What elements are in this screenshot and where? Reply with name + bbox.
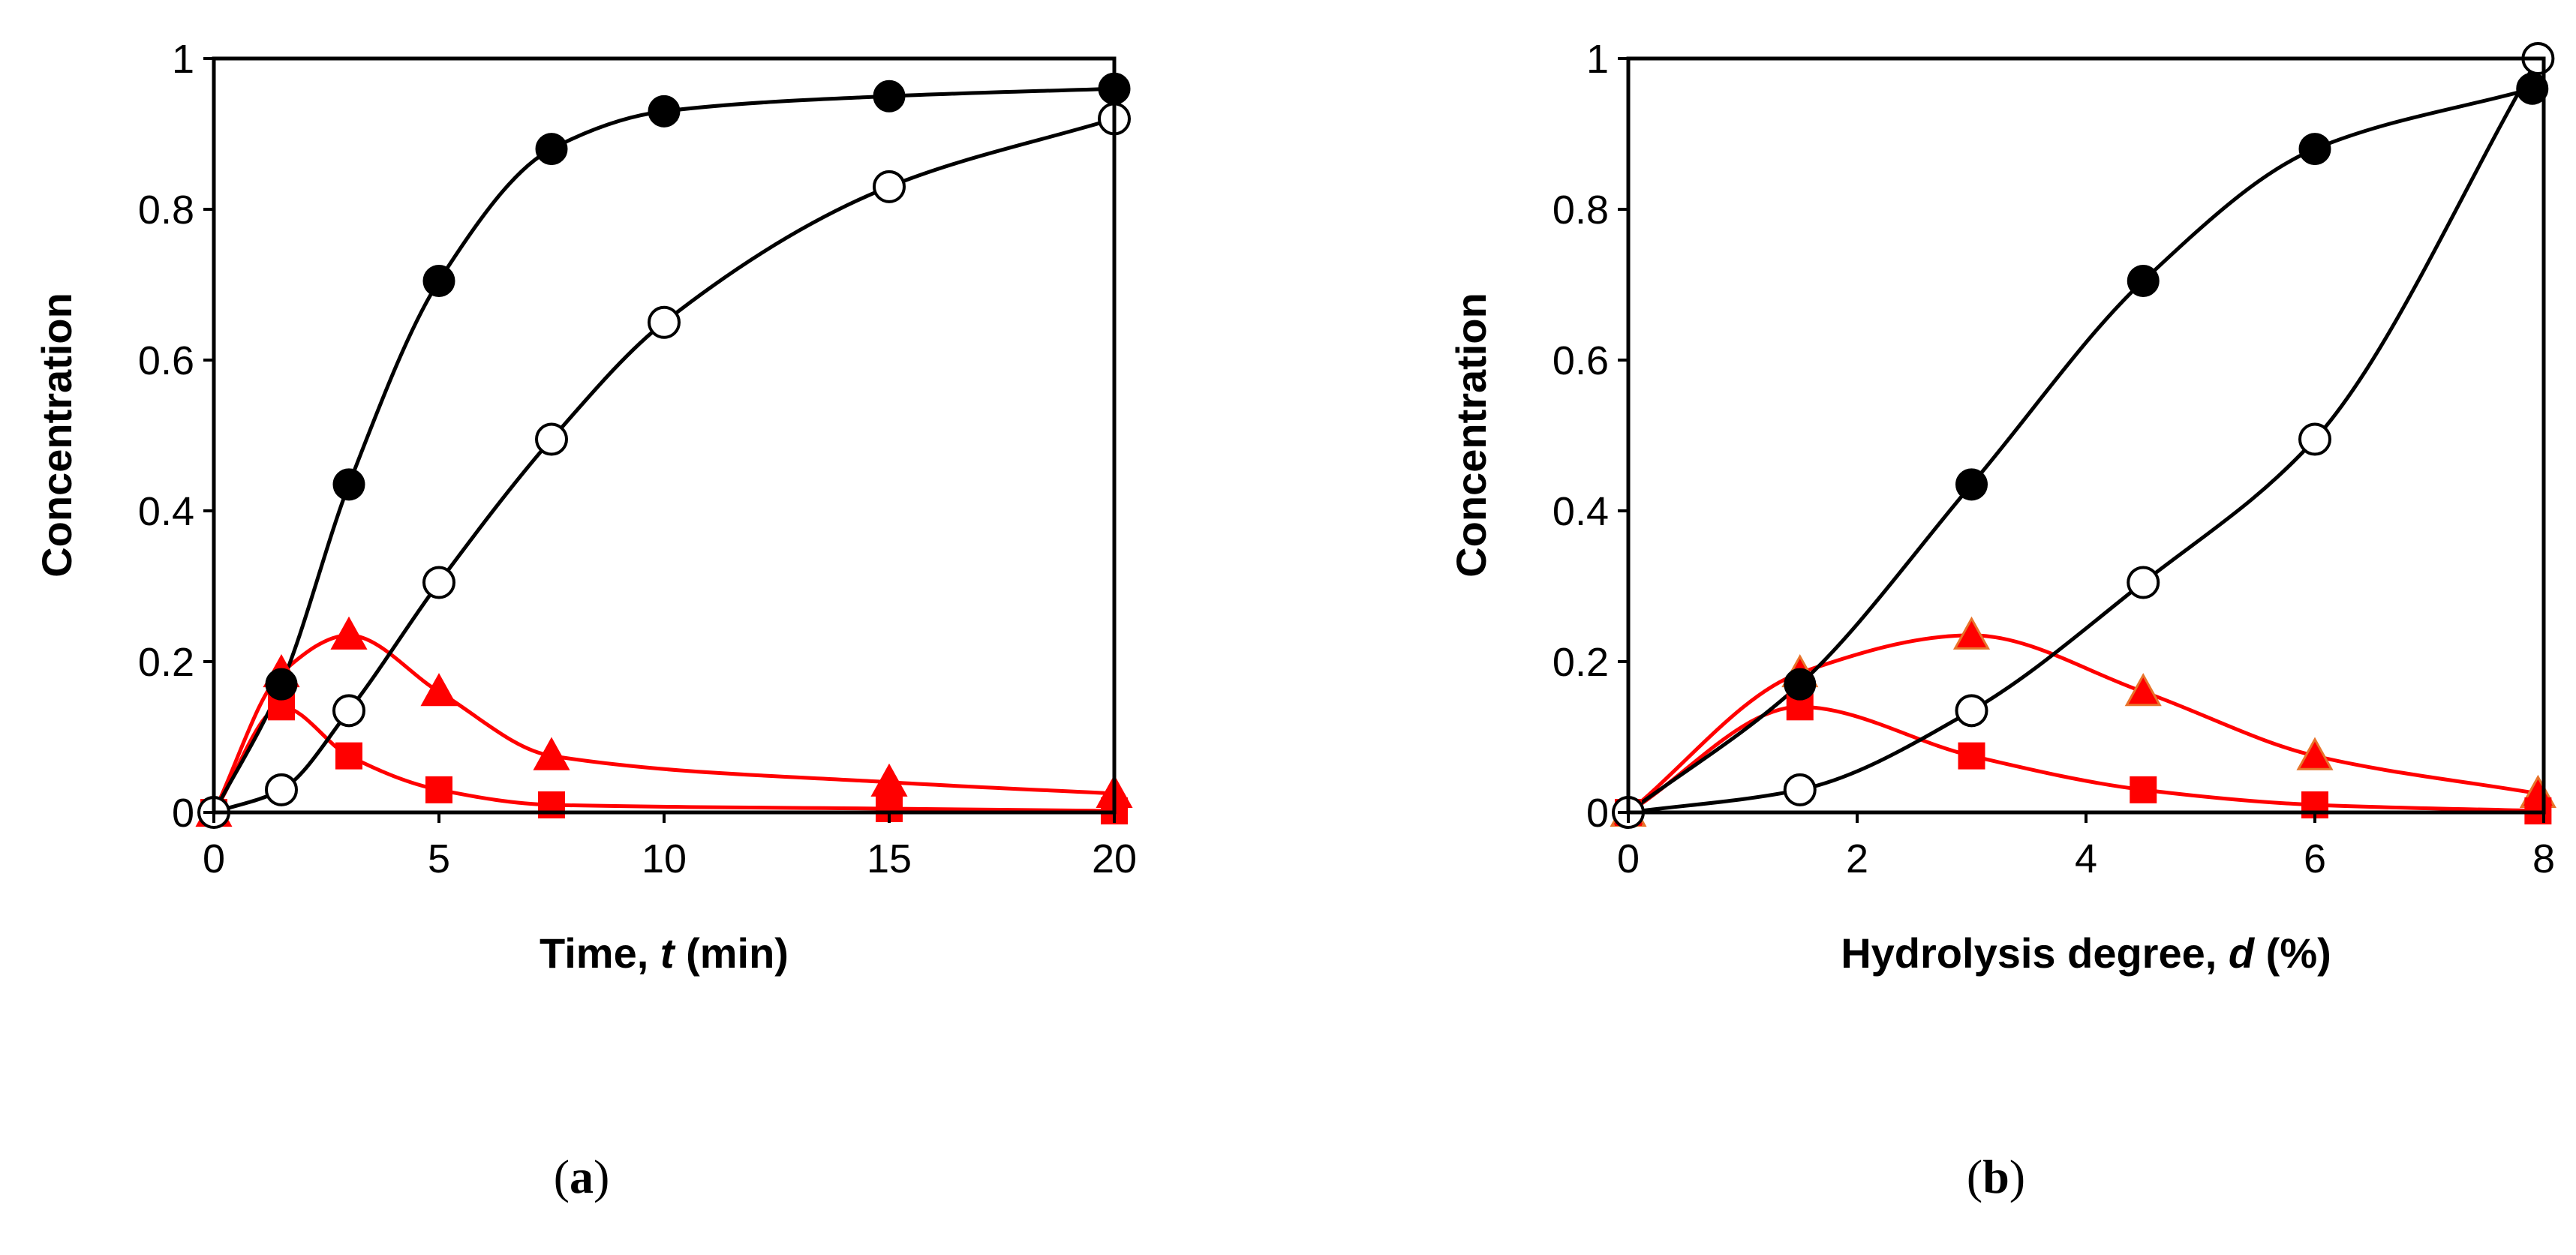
y-tick-label-a: 0 (172, 791, 194, 836)
data-point-filled-circles-a (648, 95, 681, 128)
data-point-open-circles-a (873, 170, 906, 203)
y-tick-label-b: 0.8 (1553, 188, 1609, 233)
data-point-filled-circles-b (1955, 468, 1988, 501)
data-point-filled-circles-a (422, 264, 455, 297)
panel-label-a: (a) (554, 1150, 610, 1203)
data-point-squares-a (538, 791, 565, 818)
y-tick-label-a: 0.2 (138, 640, 194, 685)
plot-frame-b (1626, 56, 2546, 815)
data-point-squares-b (2130, 776, 2157, 803)
x-tick-label-b: 4 (2075, 836, 2097, 881)
data-point-triangles-a (533, 737, 570, 770)
data-point-triangles-a (420, 673, 458, 707)
data-point-filled-circles-b (1784, 668, 1817, 701)
data-point-squares-b (1958, 742, 1985, 770)
y-tick-label-a: 1 (172, 37, 194, 82)
x-axis-title-a-var: t (660, 929, 676, 977)
chart-panel-a: 0 5 10 15 20 0 0.2 0.4 0.6 0.8 1 Concentration Tim… (33, 37, 1137, 1203)
y-tick-label-b: 0.6 (1553, 338, 1609, 383)
data-point-filled-circles-a (265, 668, 298, 701)
data-point-squares-a (335, 742, 362, 770)
data-point-open-circles-b (2298, 422, 2331, 456)
series-line-open-circles-b (1628, 57, 2540, 815)
x-axis-title-a-suffix: (min) (675, 929, 789, 977)
data-point-filled-circles-b (2298, 133, 2331, 166)
y-tick-label-b: 1 (1586, 37, 1609, 82)
x-axis-title-b-prefix: Hydrolysis degree, (1841, 929, 2229, 977)
data-point-open-circles-b (2127, 566, 2160, 599)
y-axis-title-b: Concentration (1447, 293, 1495, 578)
data-point-triangles-b (1952, 616, 1991, 650)
series-line-filled-circles-b (1627, 86, 2533, 815)
x-tick-label-a: 10 (642, 836, 687, 881)
data-point-open-circles-b (1955, 694, 1988, 728)
y-tick-label-b: 0.4 (1553, 489, 1609, 534)
data-point-open-circles-a (332, 694, 365, 728)
panel-label-a-letter: a (570, 1150, 594, 1203)
panel-label-b: (b) (1967, 1150, 2025, 1203)
panel-label-a-open: ( (554, 1150, 570, 1203)
data-point-triangles-a (330, 616, 368, 650)
data-point-filled-circles-a (535, 133, 568, 166)
x-tick-label-b: 8 (2532, 836, 2555, 881)
x-axis-title-b-var: d (2229, 929, 2256, 977)
data-point-open-circles-b (1783, 773, 1817, 806)
panel-label-b-close: ) (2009, 1150, 2025, 1203)
series-line-triangles-b (1627, 633, 2538, 814)
y-axis-title-a: Concentration (33, 293, 80, 578)
data-point-triangles-b (2124, 673, 2162, 707)
x-tick-label-b: 2 (1846, 836, 1868, 881)
data-point-triangles-b (2296, 737, 2334, 770)
data-point-squares-a (425, 776, 452, 803)
x-tick-label-b: 0 (1617, 836, 1640, 881)
data-point-filled-circles-b (2127, 264, 2160, 297)
x-tick-label-b: 6 (2304, 836, 2326, 881)
x-tick-label-a: 15 (867, 836, 912, 881)
y-tick-label-a: 0.8 (138, 188, 194, 233)
data-point-open-circles-a (265, 773, 298, 806)
panel-label-b-letter: b (1982, 1150, 2009, 1203)
x-tick-label-a: 20 (1092, 836, 1137, 881)
y-tick-label-a: 0.6 (138, 338, 194, 383)
data-point-open-circles-a (535, 422, 568, 456)
series-line-squares-b (1627, 704, 2538, 815)
chart-panel-b: 0 2 4 6 8 0 0.2 0.4 0.6 0.8 1 Concentration Hydrol… (1447, 37, 2556, 1203)
x-axis-title-b-suffix: (%) (2254, 929, 2331, 977)
data-point-open-circles-a (648, 305, 681, 339)
x-tick-label-a: 0 (203, 836, 225, 881)
y-tick-label-a: 0.4 (138, 489, 194, 534)
x-axis-title-a: Time, t (min) (540, 929, 789, 977)
data-point-filled-circles-a (873, 80, 906, 113)
x-axis-title-a-prefix: Time, (540, 929, 660, 977)
y-tick-label-b: 0 (1586, 791, 1609, 836)
y-tick-label-b: 0.2 (1553, 640, 1609, 685)
data-point-open-circles-a (422, 566, 455, 599)
data-point-filled-circles-a (332, 468, 365, 501)
x-tick-label-a: 5 (428, 836, 450, 881)
panel-label-b-open: ( (1967, 1150, 1982, 1203)
panel-label-a-close: ) (594, 1150, 609, 1203)
x-axis-title-b: Hydrolysis degree, d (%) (1841, 929, 2331, 977)
